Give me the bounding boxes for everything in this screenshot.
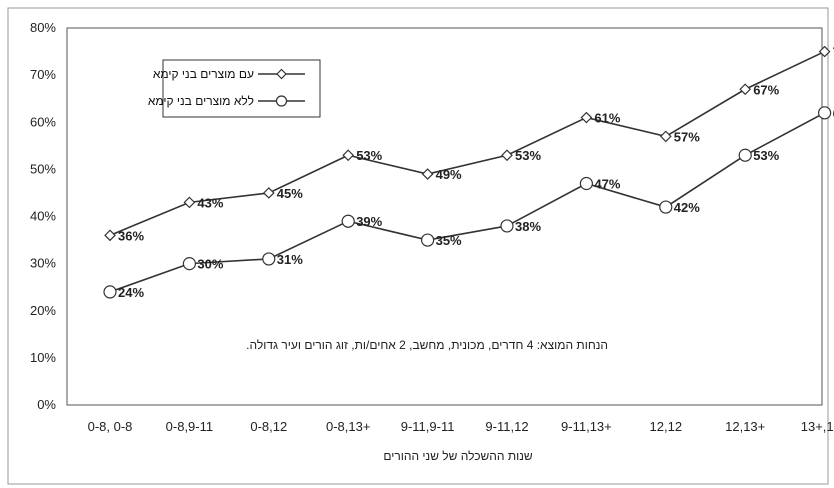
y-tick-label: 70% <box>30 67 56 82</box>
diamond-marker <box>580 111 593 124</box>
circle-marker <box>421 233 435 247</box>
data-label: 75% <box>833 45 834 60</box>
x-tick-label: 13+,13+ <box>801 419 834 434</box>
y-tick-label: 10% <box>30 350 56 365</box>
x-tick-label: 0-8,12 <box>250 419 287 434</box>
y-tick-label: 30% <box>30 256 56 271</box>
legend-diamond-marker <box>276 68 287 80</box>
circle-marker <box>341 214 355 228</box>
data-label: 49% <box>436 167 462 182</box>
circle-marker <box>579 176 594 191</box>
diamond-marker <box>501 149 513 162</box>
data-label: 24% <box>118 285 144 300</box>
data-label: 31% <box>277 252 303 267</box>
legend-label-with-durables: עם מוצרים בני קימא <box>153 67 254 81</box>
legend-box <box>162 59 321 118</box>
data-label: 62% <box>833 106 834 121</box>
diamond-marker <box>659 130 672 143</box>
diamond-marker <box>342 149 355 162</box>
x-tick-label: 0-8,13+ <box>326 419 370 434</box>
data-label: 35% <box>436 233 462 248</box>
diamond-marker <box>739 83 752 96</box>
legend-label-without-durables: ללא מוצרים בני קימא <box>148 94 254 108</box>
data-label: 39% <box>356 214 382 229</box>
circle-marker <box>500 219 514 233</box>
y-tick-label: 50% <box>30 161 56 176</box>
y-tick-label: 0% <box>37 397 56 412</box>
x-tick-label: 0-8, 0-8 <box>88 419 133 434</box>
plot-area <box>66 27 823 406</box>
diamond-marker <box>183 196 196 209</box>
data-label: 61% <box>594 111 620 126</box>
y-tick-label: 40% <box>30 209 56 224</box>
circle-marker <box>262 252 276 266</box>
data-label-layer: 36% 43% 45% 53% 49% 53% 61% 57% 67% 75% 24% 30% 31% 3… <box>118 45 834 300</box>
data-label: 45% <box>277 186 303 201</box>
series-layer <box>103 45 832 299</box>
x-tick-label: 12,13+ <box>725 419 765 434</box>
x-tick-label: 0-8,9-11 <box>166 419 213 434</box>
x-tick-label: 12,12 <box>650 419 683 434</box>
chart-outer-border <box>7 7 829 485</box>
legend-circle-marker <box>275 95 288 107</box>
diamond-marker <box>262 187 275 199</box>
data-label: 53% <box>356 148 382 163</box>
y-tick-label: 80% <box>30 20 56 35</box>
diamond-marker <box>421 168 434 180</box>
data-label: 42% <box>674 200 700 215</box>
circle-marker <box>659 200 673 214</box>
x-axis-title: שנות ההשכלה של שני ההורים <box>383 449 533 463</box>
data-label: 36% <box>118 228 144 243</box>
assumptions-note: הנחות המוצא: 4 חדרים, מכונית, מחשב, 2 אח… <box>246 338 608 352</box>
data-label: 47% <box>594 177 620 192</box>
data-label: 53% <box>515 148 541 163</box>
diamond-marker <box>104 229 116 242</box>
x-tick-label: 9-11,13+ <box>561 419 612 434</box>
y-tick-label: 60% <box>30 114 56 129</box>
x-tick-label: 9-11,9-11 <box>401 419 455 434</box>
legend: עם מוצרים בני קימא ללא מוצרים בני קימא <box>148 59 321 118</box>
x-tick-label: 9-11,12 <box>485 419 528 434</box>
diamond-marker <box>818 45 831 58</box>
circle-marker <box>103 285 117 299</box>
data-label: 30% <box>197 257 223 272</box>
data-label: 57% <box>674 129 700 144</box>
circle-marker <box>738 148 752 162</box>
data-label: 43% <box>197 195 223 210</box>
series-line <box>109 112 825 293</box>
circle-marker <box>182 257 196 271</box>
data-label: 53% <box>753 148 779 163</box>
circle-marker <box>817 106 832 120</box>
x-axis: 0-8, 0-8 0-8,9-11 0-8,12 0-8,13+ 9-11,9-11 9-… <box>88 419 834 434</box>
y-tick-label: 20% <box>30 303 56 318</box>
data-label: 67% <box>753 82 779 97</box>
data-label: 38% <box>515 219 541 234</box>
y-axis: 0% 10% 20% 30% 40% 50% 60% 70% 80% <box>30 20 56 412</box>
series-line <box>109 50 825 237</box>
